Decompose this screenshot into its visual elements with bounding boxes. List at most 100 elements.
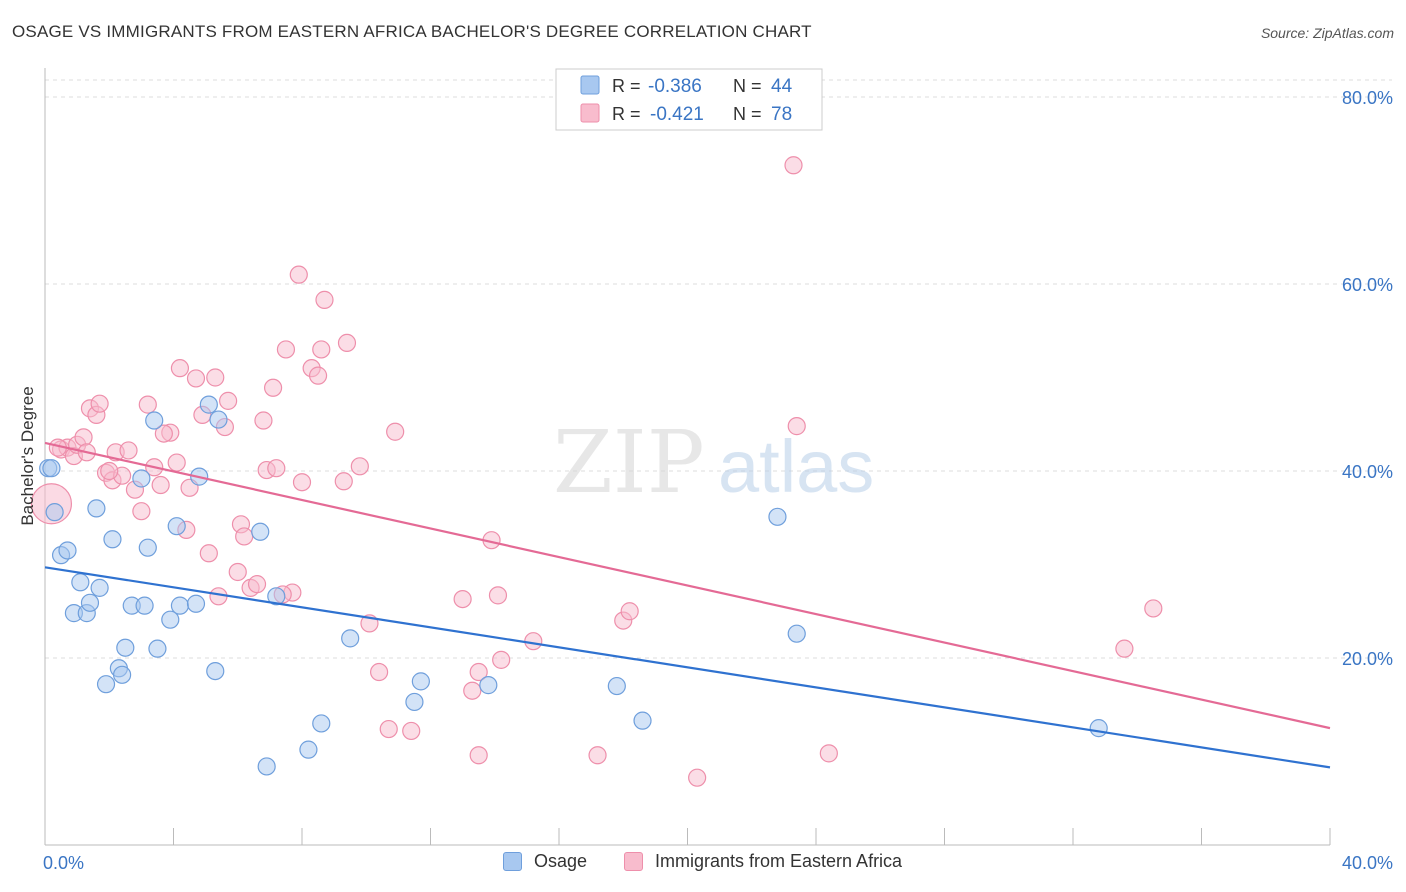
eastern-africa-point xyxy=(402,721,421,741)
osage-point xyxy=(607,676,626,696)
eastern-africa-point xyxy=(1115,639,1134,658)
axes-layer xyxy=(44,68,1331,846)
eastern-africa-point xyxy=(315,290,334,309)
eastern-africa-point xyxy=(819,744,838,763)
eastern-africa-point xyxy=(350,457,369,476)
watermark: ZIP atlas xyxy=(553,413,874,513)
stats-r-label-eastern-africa: R = xyxy=(612,104,641,124)
legend-item-eastern-africa[interactable]: Immigrants from Eastern Africa xyxy=(624,851,902,872)
eastern-africa-point xyxy=(90,394,109,413)
osage-point xyxy=(633,711,652,730)
stats-r-label-osage: R = xyxy=(612,76,641,96)
eastern-africa-point xyxy=(132,502,151,521)
eastern-africa-point xyxy=(199,544,218,563)
legend-swatch-osage xyxy=(503,852,522,871)
eastern-africa-point xyxy=(308,366,328,385)
osage-point xyxy=(42,459,61,478)
stats-n-value-eastern-africa: 78 xyxy=(771,104,792,125)
eastern-africa-point xyxy=(688,768,707,787)
osage-point xyxy=(405,692,424,712)
tick-labels: 20.0% 40.0% 60.0% 80.0% 0.0% 40.0% xyxy=(43,88,1393,873)
osage-point xyxy=(161,610,180,629)
x-tick-label: 0.0% xyxy=(43,853,84,873)
osage-point xyxy=(145,411,164,430)
osage-point xyxy=(170,596,190,615)
osage-point xyxy=(148,639,167,658)
eastern-africa-point xyxy=(138,395,157,414)
watermark-atlas: atlas xyxy=(718,425,874,508)
eastern-africa-point xyxy=(463,681,482,700)
osage-point xyxy=(299,740,318,759)
osage-point xyxy=(167,517,186,536)
series-legend: Osage Immigrants from Eastern Africa xyxy=(0,851,1406,879)
eastern-africa-point xyxy=(386,422,405,441)
osage-point xyxy=(479,676,498,695)
chart-title: OSAGE VS IMMIGRANTS FROM EASTERN AFRICA … xyxy=(12,22,812,41)
source-label: Source: ZipAtlas.com xyxy=(1260,25,1394,41)
y-tick-label: 20.0% xyxy=(1342,649,1393,669)
osage-point xyxy=(206,661,225,681)
eastern-africa-point xyxy=(186,369,206,388)
eastern-africa-point xyxy=(228,562,247,582)
eastern-africa-point xyxy=(254,411,273,430)
osage-point xyxy=(90,578,109,597)
stats-n-label-eastern-africa: N = xyxy=(733,104,762,124)
y-tick-label: 60.0% xyxy=(1342,275,1393,295)
eastern-africa-point xyxy=(235,527,254,546)
osage-point xyxy=(116,638,135,657)
stats-n-value-osage: 44 xyxy=(771,76,793,97)
eastern-africa-point xyxy=(469,662,488,682)
eastern-africa-point xyxy=(151,475,170,495)
eastern-africa-point xyxy=(289,265,308,284)
stats-r-value-eastern-africa: -0.421 xyxy=(650,104,704,125)
osage-point xyxy=(267,587,286,606)
stats-swatch-osage xyxy=(580,75,600,95)
eastern-africa-point xyxy=(219,391,238,410)
eastern-africa-point xyxy=(276,340,296,359)
osage-point xyxy=(96,675,116,694)
eastern-africa-point xyxy=(620,602,639,621)
osage-point xyxy=(87,499,106,518)
osage-point xyxy=(58,541,77,560)
stats-swatch-eastern-africa xyxy=(580,103,600,123)
osage-point xyxy=(112,665,132,684)
osage-point xyxy=(1089,719,1108,738)
eastern-africa-point xyxy=(100,461,119,481)
points-layer xyxy=(30,156,1163,787)
eastern-africa-point xyxy=(154,424,173,443)
legend-label-eastern-africa: Immigrants from Eastern Africa xyxy=(655,851,903,871)
eastern-africa-point xyxy=(337,333,357,353)
x-tick-label: 40.0% xyxy=(1342,853,1393,873)
osage-point xyxy=(199,395,218,414)
eastern-africa-point xyxy=(379,719,398,739)
legend-item-osage[interactable]: Osage xyxy=(503,851,587,872)
eastern-africa-point xyxy=(334,472,353,491)
osage-point xyxy=(312,714,331,733)
eastern-africa-point xyxy=(469,746,488,765)
y-tick-label: 40.0% xyxy=(1342,462,1393,482)
eastern-africa-point xyxy=(784,156,803,175)
eastern-africa-point xyxy=(119,441,138,460)
legend-label-osage: Osage xyxy=(534,851,588,871)
eastern-africa-point xyxy=(588,746,607,765)
watermark-zip: ZIP xyxy=(553,413,705,513)
stats-legend: R = -0.386 N = 44 R = -0.421 N = 78 xyxy=(555,68,823,131)
stats-r-value-osage: -0.386 xyxy=(648,76,702,97)
eastern-africa-point xyxy=(1144,599,1163,618)
y-tick-label: 80.0% xyxy=(1342,88,1393,108)
eastern-africa-point xyxy=(292,473,312,492)
eastern-africa-point xyxy=(453,589,472,609)
osage-point xyxy=(209,410,228,429)
osage-point xyxy=(138,538,157,557)
osage-trend-line xyxy=(44,566,1331,769)
osage-point xyxy=(45,503,64,522)
eastern-africa-point xyxy=(170,359,190,378)
osage-point xyxy=(257,757,276,776)
eastern-africa-point xyxy=(206,368,225,387)
osage-point xyxy=(186,594,206,613)
eastern-africa-point xyxy=(488,586,508,605)
osage-point xyxy=(341,629,360,648)
stats-n-label-osage: N = xyxy=(733,76,762,96)
osage-point xyxy=(135,596,154,615)
eastern-africa-point xyxy=(167,453,186,472)
